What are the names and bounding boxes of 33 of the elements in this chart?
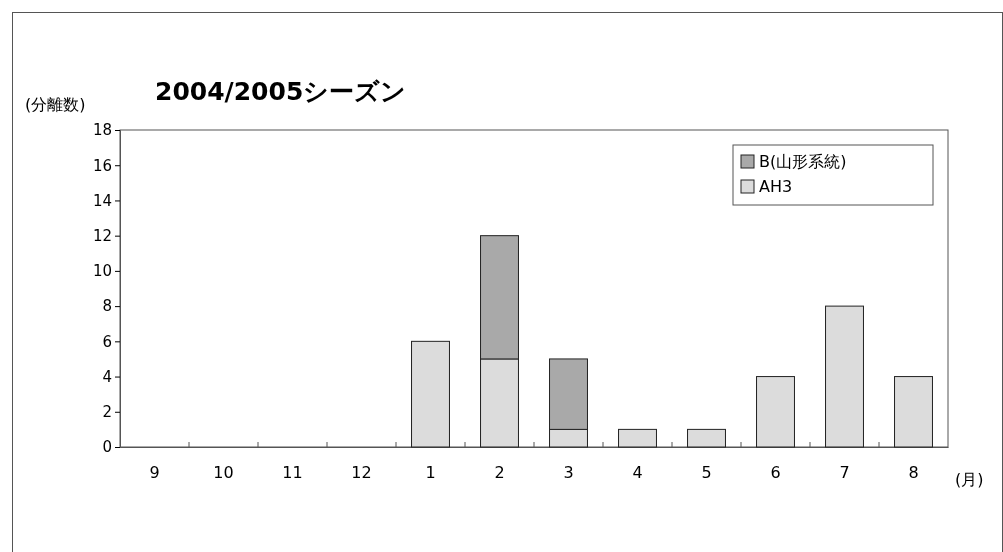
- bar: [894, 376, 933, 448]
- y-tick-label: 12: [92, 226, 112, 245]
- x-tick-label: 1: [425, 463, 436, 483]
- y-tick-label: 0: [102, 438, 112, 457]
- bar: [756, 376, 795, 448]
- y-tick-label: 4: [102, 367, 112, 386]
- x-axis-title: (月): [955, 470, 984, 489]
- bar: [825, 305, 864, 448]
- y-tick-label: 10: [92, 262, 112, 281]
- x-tick-label: 9: [149, 463, 160, 483]
- x-tick-label: 3: [563, 463, 574, 483]
- x-tick-label: 8: [908, 463, 919, 483]
- y-tick-label: 2: [102, 403, 112, 422]
- chart-title: 2004/2005シーズン: [155, 77, 407, 106]
- x-tick-label: 12: [351, 463, 372, 483]
- x-tick-label: 4: [632, 463, 643, 483]
- y-axis-title: (分離数): [25, 95, 86, 114]
- x-tick-label: 6: [770, 463, 781, 483]
- x-tick-label: 5: [701, 463, 712, 483]
- x-tick-label: 7: [839, 463, 850, 483]
- y-tick-label: 18: [92, 121, 112, 140]
- bar: [687, 428, 726, 448]
- bar: [618, 428, 657, 448]
- y-tick-label: 6: [102, 332, 112, 351]
- legend-label: AH3: [759, 177, 793, 196]
- x-tick-label: 10: [213, 463, 234, 483]
- x-tick-label: 2: [494, 463, 505, 483]
- y-tick-label: 14: [92, 191, 112, 210]
- y-tick-label: 8: [102, 297, 112, 316]
- bar: [411, 340, 450, 448]
- x-tick-label: 11: [282, 463, 303, 483]
- y-tick-label: 16: [92, 156, 112, 175]
- legend-label: B(山形系統): [759, 152, 847, 171]
